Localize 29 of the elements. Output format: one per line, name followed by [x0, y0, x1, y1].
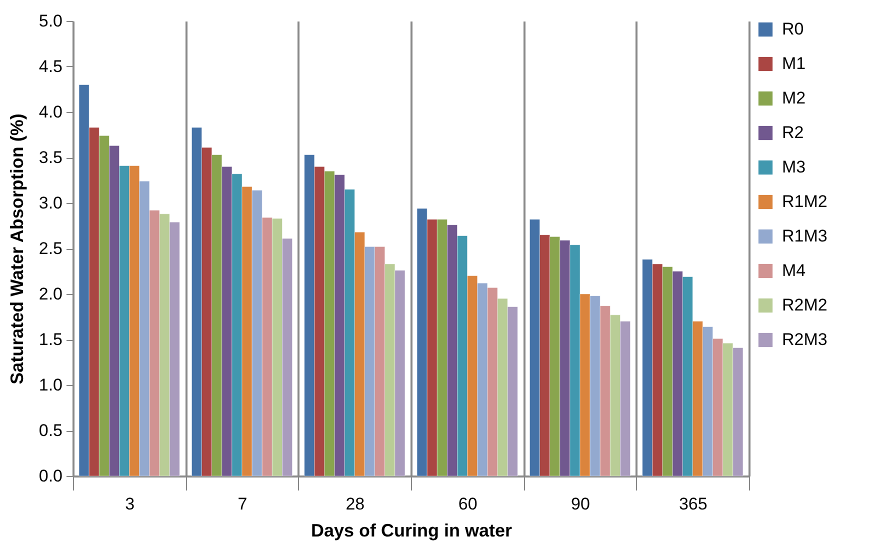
- legend-label: M4: [782, 261, 806, 280]
- legend-label: R1M2: [782, 192, 828, 211]
- y-axis-title: Saturated Water Absorption (%): [6, 114, 27, 384]
- y-tick-label: 2.5: [38, 239, 62, 258]
- legend-label: M1: [782, 54, 806, 73]
- legend-label: R2M2: [782, 296, 828, 314]
- y-tick-label: 2.0: [38, 284, 62, 304]
- y-tick-label: 1.0: [38, 376, 62, 394]
- legend-label: R2: [782, 123, 804, 142]
- x-tick-label: 60: [458, 494, 478, 514]
- x-tick-label: 3: [125, 494, 135, 514]
- y-tick-label: 1.5: [38, 330, 62, 349]
- y-tick-label: 5.0: [38, 12, 62, 30]
- x-tick-label: 7: [238, 494, 248, 514]
- y-tick-label: 3.0: [38, 194, 62, 212]
- y-tick-label: 4.5: [38, 57, 62, 76]
- x-tick-label: 28: [346, 494, 365, 514]
- x-tick-label: 90: [571, 494, 590, 514]
- legend-label: R0: [782, 20, 804, 38]
- x-axis-title: Days of Curing in water: [310, 520, 512, 540]
- y-tick-label: 0.0: [38, 466, 62, 486]
- x-tick-label: 365: [678, 494, 708, 514]
- legend-label: R1M3: [782, 226, 828, 246]
- y-tick-label: 4.0: [38, 102, 62, 122]
- legend-label: R2M3: [782, 330, 828, 349]
- legend-label: M3: [782, 158, 806, 176]
- legend-label: M2: [782, 88, 806, 108]
- y-tick-label: 0.5: [38, 421, 62, 440]
- y-tick-label: 3.5: [38, 148, 62, 167]
